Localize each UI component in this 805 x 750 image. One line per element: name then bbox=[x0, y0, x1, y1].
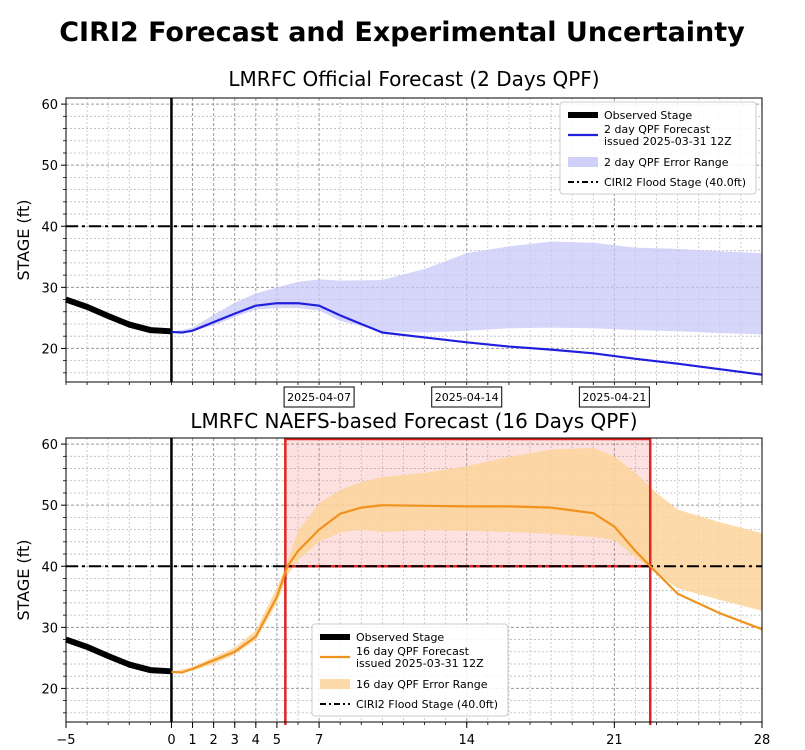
legend-label: 16 day QPF Error Range bbox=[356, 678, 488, 691]
y-tick-label: 20 bbox=[41, 342, 58, 357]
error-range-band bbox=[171, 447, 763, 672]
x-tick-label: 2 bbox=[209, 733, 217, 748]
legend-label: CIRI2 Flood Stage (40.0ft) bbox=[356, 698, 498, 711]
panel-title: LMRFC NAEFS-based Forecast (16 Days QPF) bbox=[190, 409, 637, 433]
x-tick-label: 14 bbox=[458, 733, 475, 748]
x-tick-label: 3 bbox=[231, 733, 239, 748]
y-axis-label: STAGE (ft) bbox=[14, 199, 33, 280]
y-tick-label: 20 bbox=[41, 682, 58, 697]
legend-label-line: 2 day QPF Error Range bbox=[604, 156, 729, 169]
date-label-box bbox=[431, 386, 503, 408]
legend-label-line: issued 2025-03-31 12Z bbox=[356, 657, 484, 670]
x-tick-label: 0 bbox=[167, 733, 175, 748]
legend-swatch bbox=[568, 157, 598, 167]
x-tick-label: 1 bbox=[188, 733, 196, 748]
legend-label-line: CIRI2 Flood Stage (40.0ft) bbox=[604, 176, 746, 189]
observed-stage-line bbox=[65, 636, 172, 675]
legend-label-line: 16 day QPF Error Range bbox=[356, 678, 488, 691]
legend-label: CIRI2 Flood Stage (40.0ft) bbox=[604, 176, 746, 189]
x-tick-label: 5 bbox=[273, 733, 281, 748]
legend-label-line: 16 day QPF Forecast bbox=[356, 645, 470, 658]
x-tick-label: 7 bbox=[315, 733, 323, 748]
forecast-line bbox=[171, 504, 763, 674]
x-tick-label: 4 bbox=[252, 733, 260, 748]
panel-title: LMRFC Official Forecast (2 Days QPF) bbox=[228, 67, 599, 91]
y-tick-label: 60 bbox=[41, 438, 58, 453]
figure-title: CIRI2 Forecast and Experimental Uncertai… bbox=[59, 17, 745, 48]
x-tick-label: 28 bbox=[754, 733, 771, 748]
legend-label: 2 day QPF Forecast issued 2025-03-31 12Z bbox=[604, 123, 732, 148]
legend-label: Observed Stage bbox=[356, 631, 444, 644]
legend-label-line: Observed Stage bbox=[604, 109, 692, 122]
legend-box bbox=[311, 623, 509, 717]
legend-label-line: CIRI2 Flood Stage (40.0ft) bbox=[356, 698, 498, 711]
axes-frame bbox=[65, 97, 763, 383]
legend-label: 16 day QPF Forecast issued 2025-03-31 12Z bbox=[356, 645, 484, 670]
x-tick-label: 21 bbox=[606, 733, 623, 748]
date-label: 2025-04-14 bbox=[435, 391, 499, 404]
x-tick-label: −5 bbox=[56, 733, 75, 748]
legend-label-line: issued 2025-03-31 12Z bbox=[604, 135, 732, 148]
error-range-band bbox=[171, 241, 763, 335]
legend-swatch bbox=[320, 679, 350, 689]
y-tick-label: 30 bbox=[41, 621, 58, 636]
observed-stage-line bbox=[65, 296, 172, 335]
axes-frame bbox=[65, 437, 763, 723]
legend-label: 2 day QPF Error Range bbox=[604, 156, 729, 169]
y-tick-label: 30 bbox=[41, 281, 58, 296]
forecast-line bbox=[171, 302, 763, 376]
y-tick-label: 40 bbox=[41, 220, 58, 235]
official-forecast-panel: 20 30 40 50 60 STAGE (ft) LMRFC Official Forec… bbox=[14, 67, 763, 408]
date-label: 2025-04-07 bbox=[287, 391, 351, 404]
y-tick-label: 50 bbox=[41, 499, 58, 514]
legend-box bbox=[559, 101, 757, 195]
y-tick-label: 60 bbox=[41, 98, 58, 113]
legend-label-line: 2 day QPF Forecast bbox=[604, 123, 711, 136]
legend-label: Observed Stage bbox=[604, 109, 692, 122]
legend-label-line: Observed Stage bbox=[356, 631, 444, 644]
y-tick-label: 50 bbox=[41, 159, 58, 174]
date-label-box bbox=[283, 386, 355, 408]
y-axis-label: STAGE (ft) bbox=[14, 539, 33, 620]
date-label: 2025-04-21 bbox=[582, 391, 646, 404]
date-label-box bbox=[578, 386, 650, 408]
y-tick-label: 40 bbox=[41, 560, 58, 575]
